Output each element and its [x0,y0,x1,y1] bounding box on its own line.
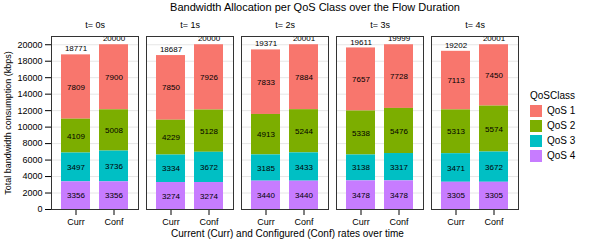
svg-text:16000: 16000 [17,73,42,83]
svg-text:7900: 7900 [105,73,123,82]
svg-text:5574: 5574 [485,125,503,134]
svg-text:7884: 7884 [295,73,313,82]
svg-text:Curr: Curr [257,217,275,227]
svg-text:7728: 7728 [390,72,408,81]
svg-text:6000: 6000 [22,155,42,165]
svg-text:3356: 3356 [105,191,123,200]
svg-text:4000: 4000 [22,171,42,181]
svg-text:19999: 19999 [388,34,411,43]
svg-text:3440: 3440 [257,191,275,200]
svg-text:3440: 3440 [295,191,313,200]
svg-text:5338: 5338 [352,129,370,138]
svg-text:4913: 4913 [257,130,275,139]
svg-text:Conf: Conf [389,217,409,227]
svg-text:Curr: Curr [162,217,180,227]
svg-text:3672: 3672 [485,163,503,172]
svg-text:18687: 18687 [160,45,183,54]
svg-text:Conf: Conf [199,217,219,227]
svg-text:19202: 19202 [445,41,468,50]
svg-text:5244: 5244 [295,127,313,136]
svg-text:t= 1s: t= 1s [180,20,200,30]
svg-text:3672: 3672 [200,163,218,172]
html-text:Bandwidth Allocation per QoS C: Bandwidth Allocation per QoS Class over … [170,1,460,13]
svg-text:10000: 10000 [17,122,42,132]
svg-text:3185: 3185 [257,164,275,173]
html-text:QoS 2: QoS 2 [547,120,576,131]
svg-text:Conf: Conf [104,217,124,227]
html-text:Current (Curr) and Configured: Current (Curr) and Configured (Conf) rat… [171,228,404,239]
svg-text:20001: 20001 [483,34,506,43]
svg-text:8000: 8000 [22,138,42,148]
svg-text:t= 4s: t= 4s [465,20,485,30]
svg-text:7926: 7926 [200,73,218,82]
svg-text:12000: 12000 [17,106,42,116]
svg-text:5313: 5313 [447,127,465,136]
svg-text:3478: 3478 [390,191,408,200]
html-text:QoSClass: QoSClass [530,89,575,101]
svg-text:7833: 7833 [257,78,275,87]
svg-text:Curr: Curr [352,217,370,227]
svg-text:7809: 7809 [67,83,85,92]
svg-text:20000: 20000 [198,34,221,43]
svg-text:3497: 3497 [67,163,85,172]
svg-text:7850: 7850 [162,83,180,92]
svg-text:Curr: Curr [447,217,465,227]
svg-text:7113: 7113 [447,76,465,85]
svg-text:3274: 3274 [200,192,218,201]
svg-text:20000: 20000 [103,34,126,43]
svg-text:20000: 20000 [17,40,42,50]
svg-text:4109: 4109 [67,132,85,141]
svg-text:3305: 3305 [485,191,503,200]
svg-text:t= 0s: t= 0s [85,20,105,30]
svg-text:Total bandwidth consumption (k: Total bandwidth consumption (kbps) [3,51,13,195]
html-text:QoS 1: QoS 1 [547,105,576,116]
svg-text:2000: 2000 [22,188,42,198]
svg-text:t= 3s: t= 3s [370,20,390,30]
svg-text:t= 2s: t= 2s [275,20,295,30]
svg-text:3471: 3471 [447,164,465,173]
svg-text:5476: 5476 [390,127,408,136]
svg-text:Curr: Curr [67,217,85,227]
svg-text:18000: 18000 [17,56,42,66]
svg-text:Conf: Conf [294,217,314,227]
html-text:QoS 4: QoS 4 [547,150,576,161]
svg-text:3317: 3317 [390,163,408,172]
svg-text:3478: 3478 [352,191,370,200]
svg-text:7657: 7657 [352,75,370,84]
svg-text:19611: 19611 [350,38,372,47]
svg-text:3274: 3274 [162,192,180,201]
svg-text:3138: 3138 [352,163,370,172]
svg-text:19371: 19371 [255,39,278,48]
svg-text:7450: 7450 [485,71,503,80]
svg-text:0: 0 [37,204,42,214]
svg-text:18771: 18771 [65,44,88,53]
svg-text:3334: 3334 [162,164,180,173]
svg-text:5008: 5008 [105,126,123,135]
svg-text:20001: 20001 [293,34,316,43]
svg-text:3736: 3736 [105,162,123,171]
html-text:QoS 3: QoS 3 [547,135,576,146]
svg-text:3305: 3305 [447,191,465,200]
svg-text:Conf: Conf [484,217,504,227]
svg-text:14000: 14000 [17,89,42,99]
svg-text:4229: 4229 [162,133,180,142]
svg-text:5128: 5128 [200,127,218,136]
svg-text:3433: 3433 [295,163,313,172]
svg-text:3356: 3356 [67,191,85,200]
